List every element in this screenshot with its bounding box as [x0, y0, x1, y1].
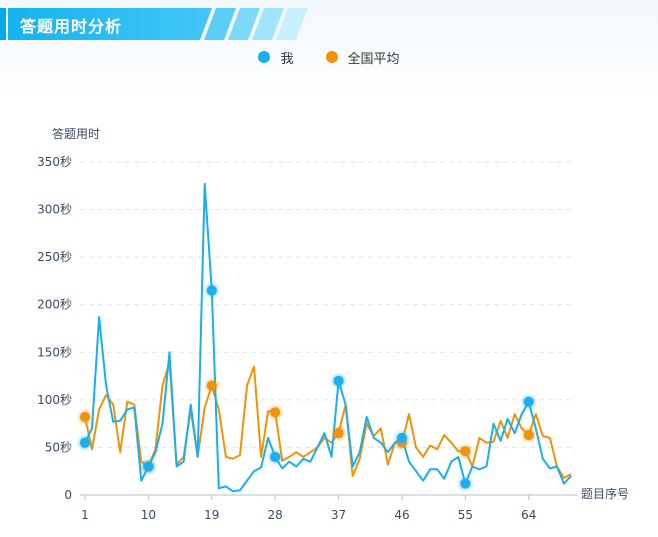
- chart-legend: 我 全国平均: [0, 46, 658, 68]
- data-point-average-37[interactable]: [333, 428, 344, 439]
- x-tick-label: 55: [458, 508, 473, 522]
- y-tick-label: 0: [64, 488, 72, 502]
- series-line-me: [84, 182, 572, 493]
- data-point-me-1[interactable]: [80, 437, 90, 448]
- y-tick-label: 150秒: [37, 345, 72, 359]
- y-tick-label: 250秒: [37, 250, 72, 264]
- y-tick-label: 50秒: [45, 440, 72, 454]
- data-point-average-64[interactable]: [523, 430, 534, 441]
- x-tick-label: 46: [394, 508, 409, 522]
- x-tick-label: 10: [141, 508, 156, 522]
- legend-item-average[interactable]: 全国平均: [325, 46, 400, 68]
- data-point-me-19[interactable]: [206, 285, 217, 296]
- x-tick-label: 19: [204, 508, 219, 522]
- data-point-average-19[interactable]: [206, 380, 217, 391]
- y-tick-label: 200秒: [37, 298, 72, 312]
- x-tick-label: 37: [331, 508, 346, 522]
- data-point-me-64[interactable]: [523, 396, 534, 407]
- data-point-average-1[interactable]: [80, 411, 90, 422]
- legend-label-me: 我: [280, 51, 294, 67]
- legend-item-me[interactable]: 我: [258, 46, 294, 68]
- header-title: 答题用时分析: [20, 17, 123, 36]
- data-point-me-28[interactable]: [270, 451, 281, 462]
- y-axis-label: 答题用时: [52, 126, 100, 141]
- section-header: 答题用时分析: [0, 8, 330, 40]
- legend-dot-me: [258, 51, 271, 63]
- x-axis-label: 题目序号: [581, 486, 629, 501]
- y-tick-label: 300秒: [37, 203, 72, 217]
- data-point-average-28[interactable]: [270, 407, 281, 418]
- data-point-me-37[interactable]: [333, 375, 344, 386]
- legend-label-average: 全国平均: [347, 51, 400, 67]
- data-point-me-46[interactable]: [396, 432, 407, 443]
- data-point-me-55[interactable]: [460, 478, 471, 489]
- data-point-me-10[interactable]: [143, 461, 154, 472]
- legend-dot-average: [325, 51, 338, 63]
- series-line-average: [84, 360, 572, 479]
- y-tick-label: 350秒: [37, 155, 72, 169]
- data-point-average-55[interactable]: [460, 446, 471, 457]
- x-tick-label: 28: [268, 508, 283, 522]
- x-tick-label: 64: [521, 508, 536, 522]
- y-tick-label: 100秒: [37, 393, 72, 407]
- header-banner-shape: [0, 8, 308, 40]
- x-tick-label: 1: [81, 508, 89, 522]
